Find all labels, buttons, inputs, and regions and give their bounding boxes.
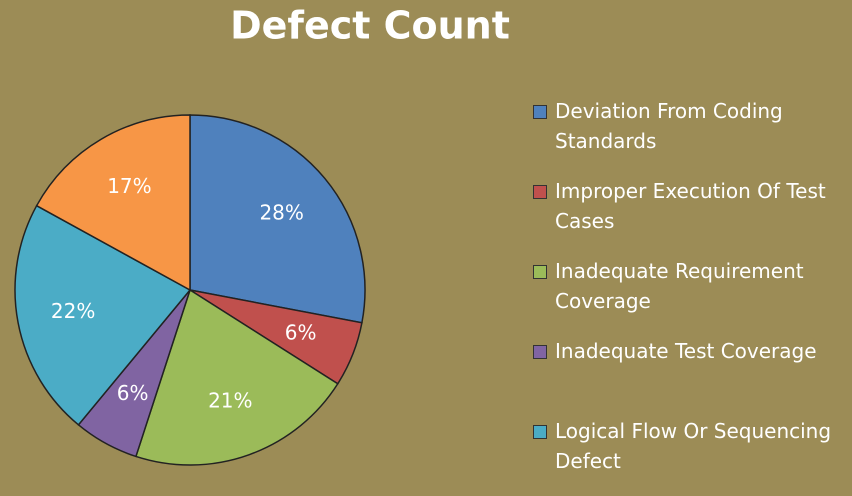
pie-slice bbox=[35, 114, 191, 292]
legend-label: Inadequate Requirement Coverage bbox=[555, 259, 804, 313]
legend-swatch bbox=[533, 265, 547, 279]
pie-slice bbox=[134, 288, 339, 466]
chart-title: Defect Count bbox=[230, 4, 510, 48]
legend-swatch bbox=[533, 105, 547, 119]
pie-slice bbox=[189, 114, 366, 324]
data-label: 22% bbox=[51, 299, 95, 323]
data-label: 21% bbox=[208, 388, 252, 412]
data-label: 6% bbox=[117, 381, 149, 405]
legend-label: Logical Flow Or Sequencing Defect bbox=[555, 419, 832, 473]
legend-swatch bbox=[533, 185, 547, 199]
legend-entry: Inadequate Test Coverage bbox=[533, 336, 843, 416]
legend-label: Deviation From Coding Standards bbox=[555, 99, 783, 153]
legend-label: Improper Execution Of Test Cases bbox=[555, 179, 826, 233]
data-label: 28% bbox=[259, 201, 303, 225]
legend-entry: Deviation From Coding Standards bbox=[533, 96, 843, 176]
chart: Defect Count 28% 6% 21% 6% 22% 17% bbox=[14, 4, 510, 466]
legend-label: Inadequate Test Coverage bbox=[555, 339, 817, 363]
legend-entry: Improper Execution Of Test Cases bbox=[533, 176, 843, 256]
legend-entry: Logical Flow Or Sequencing Defect bbox=[533, 416, 843, 496]
page: Defect Count 28% 6% 21% 6% 22% 17% Deviation … bbox=[14, 3, 832, 473]
data-label: 17% bbox=[107, 174, 151, 198]
legend-swatch bbox=[533, 425, 547, 439]
pie-slice bbox=[14, 204, 192, 426]
data-label: 6% bbox=[285, 320, 317, 344]
legend-entry: Inadequate Requirement Coverage bbox=[533, 256, 843, 336]
legend-swatch bbox=[533, 345, 547, 359]
legend: Deviation From Coding Standards Improper … bbox=[533, 96, 843, 496]
